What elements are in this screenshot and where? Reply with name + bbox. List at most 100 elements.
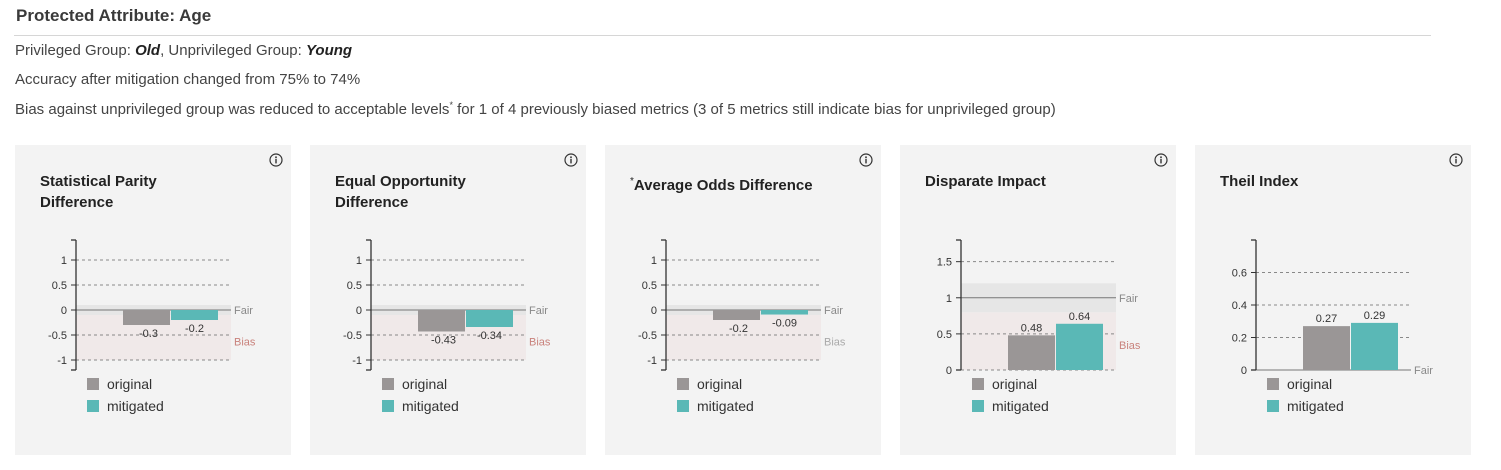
bar-value-label: -0.2 bbox=[729, 323, 748, 335]
y-tick-label: 0 bbox=[1241, 365, 1247, 375]
legend-original: original bbox=[1267, 376, 1332, 392]
bar-value-label: 0.64 bbox=[1069, 311, 1090, 323]
y-tick-label: 0 bbox=[61, 305, 67, 317]
metric-card-theil-index: Theil Index 0.6 0.4 0.2 0 0.27 0.29 Fair origina… bbox=[1195, 145, 1471, 455]
metric-card-average-odds-difference: *Average Odds Difference 1 0.5 0 -0.5 -1 -0.2 -… bbox=[605, 145, 881, 455]
legend-label: mitigated bbox=[1287, 398, 1344, 414]
legend-label: mitigated bbox=[697, 398, 754, 414]
accuracy-summary: Accuracy after mitigation changed from 7… bbox=[15, 71, 361, 88]
card-title-text: Equal Opportunity Difference bbox=[335, 173, 466, 211]
group-summary: Privileged Group: Old, Unprivileged Grou… bbox=[15, 42, 352, 59]
bias-summary: Bias against unprivileged group was redu… bbox=[15, 100, 1056, 118]
legend-swatch bbox=[382, 378, 394, 390]
y-tick-label: 0.2 bbox=[1232, 333, 1247, 345]
legend-swatch bbox=[677, 378, 689, 390]
info-icon[interactable] bbox=[269, 153, 283, 167]
y-tick-label: 0.5 bbox=[642, 280, 657, 292]
metric-card-statistical-parity-difference: Statistical Parity Difference 1 0.5 0 -0.5 -1… bbox=[15, 145, 291, 455]
bar-value-label: -0.3 bbox=[139, 328, 158, 340]
bar-original bbox=[1008, 335, 1055, 370]
bar-mitigated bbox=[1056, 323, 1103, 370]
legend-mitigated: mitigated bbox=[87, 398, 164, 414]
title-divider bbox=[14, 35, 1431, 36]
bar-value-label: 0.29 bbox=[1364, 310, 1385, 322]
legend-label: mitigated bbox=[402, 398, 459, 414]
privileged-label: Privileged Group: bbox=[15, 42, 136, 59]
bias-band bbox=[666, 315, 821, 360]
metric-chart: 0.6 0.4 0.2 0 0.27 0.29 Fair bbox=[1232, 239, 1433, 375]
bias-footnote-mark: * bbox=[449, 100, 453, 110]
bias-text-a: Bias against unprivileged group was redu… bbox=[15, 101, 450, 118]
card-title-text: Average Odds Difference bbox=[633, 177, 813, 194]
bias-label: Bias bbox=[824, 337, 846, 349]
bar-mitigated bbox=[171, 310, 218, 320]
bar-original bbox=[713, 310, 760, 320]
y-tick-label: 0.4 bbox=[1232, 300, 1247, 312]
fair-label: Fair bbox=[1414, 365, 1433, 375]
card-title-text: Theil Index bbox=[1220, 173, 1299, 190]
bar-value-label: 0.48 bbox=[1021, 322, 1042, 334]
legend-mitigated: mitigated bbox=[382, 398, 459, 414]
y-tick-label: 0 bbox=[946, 365, 952, 375]
card-title: Statistical Parity Difference bbox=[40, 171, 230, 213]
y-tick-label: 1 bbox=[61, 255, 67, 267]
unprivileged-value: Young bbox=[305, 42, 353, 59]
card-title: *Average Odds Difference bbox=[630, 171, 820, 196]
bar-value-label: -0.2 bbox=[185, 323, 204, 335]
legend-swatch bbox=[677, 400, 689, 412]
unprivileged-label: , Unprivileged Group: bbox=[160, 42, 306, 59]
card-title-text: Statistical Parity Difference bbox=[40, 173, 157, 211]
y-tick-label: -1 bbox=[647, 355, 657, 367]
y-tick-label: -1 bbox=[352, 355, 362, 367]
section-title: Protected Attribute: Age bbox=[16, 6, 212, 25]
metric-chart: 1 0.5 0 -0.5 -1 -0.3 -0.2 Fair Bias bbox=[48, 239, 256, 371]
metric-card-equal-opportunity-difference: Equal Opportunity Difference 1 0.5 0 -0.5 -1 -… bbox=[310, 145, 586, 455]
y-tick-label: -0.5 bbox=[638, 330, 657, 342]
bar-original bbox=[123, 310, 170, 325]
metric-chart: 1 0.5 0 -0.5 -1 -0.2 -0.09 Fair Bias bbox=[638, 239, 846, 371]
y-tick-label: -1 bbox=[57, 355, 67, 367]
y-tick-label: 0.5 bbox=[52, 280, 67, 292]
y-tick-label: 1 bbox=[946, 293, 952, 305]
legend-label: mitigated bbox=[107, 398, 164, 414]
metric-chart: 1.5 1 0.5 0 0.48 0.64 Fair Bias bbox=[937, 239, 1141, 375]
legend-swatch bbox=[382, 400, 394, 412]
fair-label: Fair bbox=[824, 305, 843, 317]
legend-label: original bbox=[107, 376, 153, 392]
y-tick-label: -0.5 bbox=[48, 330, 67, 342]
y-tick-label: 0 bbox=[651, 305, 657, 317]
y-tick-label: 1 bbox=[651, 255, 657, 267]
card-title: Disparate Impact bbox=[925, 171, 1115, 192]
bar-value-label: -0.43 bbox=[431, 335, 456, 347]
legend-swatch bbox=[1267, 378, 1279, 390]
y-tick-label: 1 bbox=[356, 255, 362, 267]
fair-label: Fair bbox=[1119, 293, 1138, 305]
legend-swatch bbox=[1267, 400, 1279, 412]
info-icon[interactable] bbox=[1449, 153, 1463, 167]
legend-original: original bbox=[972, 376, 1037, 392]
privileged-value: Old bbox=[135, 42, 161, 59]
bar-value-label: 0.27 bbox=[1316, 313, 1337, 325]
info-icon[interactable] bbox=[564, 153, 578, 167]
bar-mitigated bbox=[1351, 322, 1398, 370]
bar-original bbox=[1303, 326, 1350, 370]
legend-original: original bbox=[382, 376, 447, 392]
y-tick-label: 1.5 bbox=[937, 257, 952, 269]
fair-label: Fair bbox=[234, 305, 253, 317]
legend-swatch bbox=[972, 378, 984, 390]
y-tick-label: 0.6 bbox=[1232, 268, 1247, 280]
fair-label: Fair bbox=[529, 305, 548, 317]
card-title: Equal Opportunity Difference bbox=[335, 171, 525, 213]
bias-label: Bias bbox=[234, 337, 256, 349]
legend-mitigated: mitigated bbox=[677, 398, 754, 414]
legend-mitigated: mitigated bbox=[1267, 398, 1344, 414]
bar-value-label: -0.34 bbox=[477, 330, 502, 342]
bar-value-label: -0.09 bbox=[772, 318, 797, 330]
metric-chart: 1 0.5 0 -0.5 -1 -0.43 -0.34 Fair Bias bbox=[343, 239, 551, 371]
y-tick-label: 0.5 bbox=[937, 329, 952, 341]
card-title-text: Disparate Impact bbox=[925, 173, 1046, 190]
info-icon[interactable] bbox=[1154, 153, 1168, 167]
card-title: Theil Index bbox=[1220, 171, 1410, 192]
info-icon[interactable] bbox=[859, 153, 873, 167]
metric-card-disparate-impact: Disparate Impact 1.5 1 0.5 0 0.48 0.64 Fair Bias… bbox=[900, 145, 1176, 455]
